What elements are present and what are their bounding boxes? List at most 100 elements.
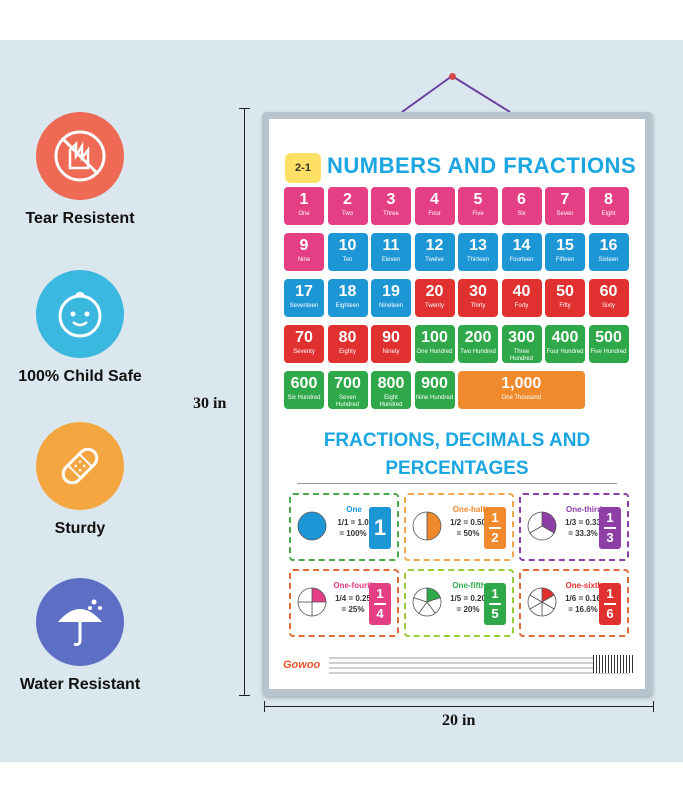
fraction-box: One 1/1 = 1.0 = 100% 1: [289, 493, 399, 561]
fraction-box: One-third 1/3 = 0.33 = 33.3% 1 3: [519, 493, 629, 561]
tile-number: 40: [512, 283, 531, 300]
pie-slice-empty: [412, 511, 428, 541]
tile-number: 90: [382, 329, 400, 346]
tile-number: 700: [334, 375, 361, 392]
feature-label: Water Resistant: [19, 676, 141, 693]
fraction-pie: [297, 511, 327, 541]
fraction-pie: [297, 587, 327, 617]
tile-number: 2: [343, 191, 352, 208]
bandage-icon: [36, 422, 124, 510]
fraction-box: One-sixth 1/6 = 0.16 = 16.6% 1 6: [519, 569, 629, 637]
decimal-equation: 1/4 = 0.25: [335, 594, 371, 603]
fraction-name: One-half: [452, 505, 486, 514]
tile-word: One: [298, 211, 310, 217]
number-tile: 16 Sixteen: [588, 233, 629, 271]
tile-word: Ten: [342, 257, 353, 263]
fraction-name: One-fourth: [333, 581, 375, 590]
tile-number: 30: [469, 283, 487, 300]
tile-word: Eighty: [339, 349, 356, 355]
tile-number: 17: [295, 283, 313, 300]
tile-number: 3: [386, 191, 396, 208]
tile-word: Five Hundred: [590, 349, 627, 355]
tile-number: 19: [382, 283, 400, 300]
tile-number: 100: [421, 329, 448, 346]
tile-word: Nineteen: [378, 303, 404, 309]
percent-equation: = 33.3%: [568, 529, 598, 538]
fraction-bar: [489, 527, 501, 529]
fraction-name: One-sixth: [565, 581, 603, 590]
feature-tear-resistant: Tear Resistent: [0, 112, 160, 228]
footer-fine-print: [329, 657, 629, 679]
number-tile: 9 Nine: [284, 233, 324, 271]
tile-number: 16: [599, 237, 618, 254]
decimal-equation: 1/3 = 0.33: [565, 518, 601, 527]
tile-number: 400: [551, 329, 579, 346]
decimal-equation: 1/6 = 0.16: [565, 594, 601, 603]
number-tile: 900 Nine Hundred: [414, 371, 455, 409]
number-tile: 90 Ninety: [371, 325, 411, 363]
number-tile: 10 Ten: [327, 233, 368, 271]
tile-word: Seven Hundred: [335, 395, 359, 408]
feature-label: 100% Child Safe: [18, 368, 142, 385]
tile-word: Seven: [556, 211, 574, 217]
tile-number: 300: [508, 329, 535, 346]
pie-slice-filled: [297, 511, 327, 541]
tile-word: Fifty: [559, 303, 571, 309]
fraction-numerator: 1: [606, 510, 614, 525]
tile-word: Sixteen: [598, 257, 619, 263]
child-face-icon: [36, 270, 124, 358]
number-tile: 14 Fourteen: [501, 233, 542, 271]
fraction-card: 1: [369, 507, 391, 549]
number-tile: 60 Sixty: [588, 279, 629, 317]
fraction-numerator: 1: [491, 586, 499, 601]
decimal-equation: 1/5 = 0.20: [450, 594, 486, 603]
number-tile: 5 Five: [458, 187, 498, 225]
pie-slice-filled: [311, 587, 327, 603]
number-tile: 18 Eighteen: [327, 279, 368, 317]
tile-number: 500: [595, 329, 622, 346]
tile-number: 12: [425, 237, 444, 254]
number-tile: 12 Twelve: [414, 233, 455, 271]
tile-number: 11: [382, 237, 400, 254]
fraction-numerator: 1: [373, 515, 387, 540]
fraction-pie: [527, 511, 557, 541]
tile-number: 20: [425, 283, 444, 300]
tile-number: 4: [430, 191, 439, 208]
tile-word: Six Hundred: [287, 395, 321, 401]
tile-word: Four: [428, 211, 441, 217]
tile-number: 10: [338, 237, 357, 254]
tile-number: 5: [473, 191, 483, 208]
tile-word: Six: [517, 211, 526, 217]
tile-number: 600: [290, 375, 318, 392]
percent-equation: = 25%: [341, 605, 365, 614]
fraction-numerator: 1: [606, 586, 614, 601]
fraction-equation: 1/4 = 0.25 = 25%: [325, 593, 381, 615]
number-tile: 7 Seven: [545, 187, 585, 225]
tile-word: Sixty: [601, 303, 615, 309]
tile-word: Three Hundred: [509, 349, 533, 362]
width-dimension-label: 20 in: [442, 712, 476, 729]
feature-child-safe: 100% Child Safe: [0, 270, 160, 386]
number-tile: 80 Eighty: [327, 325, 368, 363]
section-divider: [297, 483, 617, 484]
fraction-pie: [527, 587, 557, 617]
number-tile: 200 Two Hundred: [458, 325, 498, 363]
decimal-equation: 1/1 = 1.0: [337, 518, 369, 527]
tile-number: 900: [421, 375, 448, 392]
fraction-box: One-half 1/2 = 0.50 = 50% 1 2: [404, 493, 514, 561]
fraction-bar: [489, 603, 501, 605]
tile-number: 9: [299, 237, 309, 254]
decimal-equation: 1/2 = 0.50: [450, 518, 486, 527]
tile-word: Two: [341, 211, 353, 217]
pie-slice-empty: [529, 587, 543, 603]
tile-number: 50: [556, 283, 574, 300]
number-tile: 400 Four Hundred: [545, 325, 585, 363]
number-tile: 700 Seven Hundred: [327, 371, 368, 409]
fraction-name: One-third: [566, 505, 602, 514]
fraction-equation: 1/5 = 0.20 = 20%: [440, 593, 496, 615]
pie-slice-empty: [413, 587, 428, 603]
feature-water-resistant: Water Resistant: [0, 578, 160, 694]
